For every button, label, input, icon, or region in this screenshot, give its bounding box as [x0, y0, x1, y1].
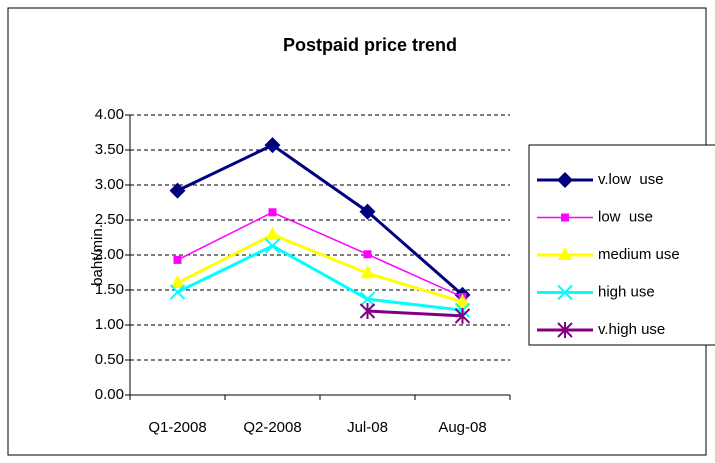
data-point [360, 265, 375, 279]
data-point [454, 307, 471, 324]
y-axis-label: baht/min. [89, 224, 106, 286]
legend-label: medium use [598, 246, 680, 263]
legend-label: low use [598, 208, 653, 225]
legend-label: v.high use [598, 321, 665, 338]
data-point [359, 291, 376, 307]
legend-label: high use [598, 283, 655, 300]
series-line [176, 233, 463, 304]
x-tick-label: Aug-08 [438, 419, 486, 436]
data-point [173, 255, 182, 264]
data-point [170, 275, 185, 288]
data-point [169, 284, 186, 300]
x-tick-label: Jul-08 [347, 419, 388, 436]
x-tick-label: Q2-2008 [243, 419, 301, 436]
y-tick-label: 2.50 [95, 211, 124, 228]
series-line [367, 309, 463, 318]
data-point [264, 238, 281, 254]
y-tick-label: 0.50 [95, 351, 124, 368]
legend-label: v.low use [598, 171, 664, 188]
y-tick-label: 3.00 [95, 176, 124, 193]
legend-marker [558, 247, 572, 260]
data-point [359, 303, 376, 319]
y-tick-label: 1.50 [95, 281, 124, 298]
series-line [176, 143, 464, 297]
data-point [363, 250, 372, 259]
data-point [455, 293, 470, 307]
legend-marker [557, 172, 573, 188]
data-point [264, 137, 281, 154]
data-point [359, 203, 376, 220]
series-line [177, 211, 463, 298]
series-line [176, 244, 463, 312]
y-tick-label: 4.00 [95, 106, 124, 123]
y-tick-label: 2.00 [95, 246, 124, 263]
data-point [265, 226, 280, 240]
y-tick-label: 0.00 [95, 386, 124, 403]
x-tick-label: Q1-2008 [148, 419, 206, 436]
chart-title: Postpaid price trend [283, 35, 457, 55]
y-tick-label: 3.50 [95, 141, 124, 158]
data-point [169, 182, 186, 199]
y-tick-label: 1.00 [95, 316, 124, 333]
data-point [268, 208, 277, 217]
legend-marker [557, 284, 573, 301]
legend-marker [557, 322, 573, 338]
legend-marker [561, 213, 569, 222]
